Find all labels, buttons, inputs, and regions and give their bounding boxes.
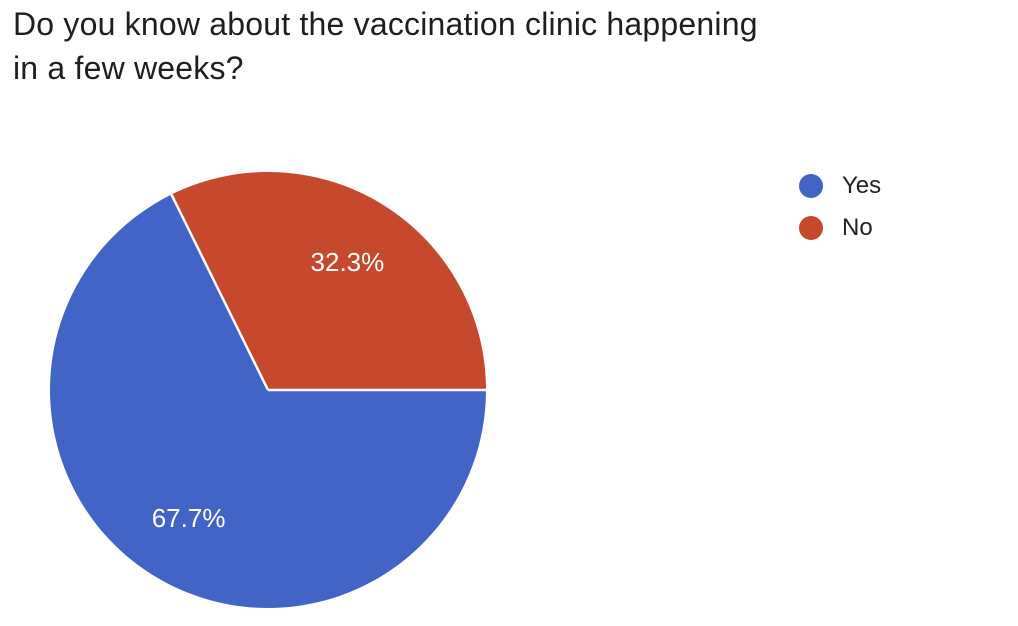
legend-item-no: No xyxy=(799,215,881,240)
slice-label-no: 32.3% xyxy=(311,247,385,277)
pie-slice-no[interactable] xyxy=(171,171,486,390)
chart-title: Do you know about the vaccination clinic… xyxy=(13,2,1013,90)
legend-swatch-no-icon xyxy=(799,215,823,240)
legend-item-yes: Yes xyxy=(799,173,881,198)
legend-label-no: No xyxy=(842,214,873,241)
slice-separator xyxy=(170,193,270,391)
legend-label-yes: Yes xyxy=(842,172,882,199)
chart-title-line1: Do you know about the vaccination clinic… xyxy=(13,6,758,42)
pie-slice-yes[interactable] xyxy=(50,194,487,608)
chart-title-line2: in a few weeks? xyxy=(13,50,244,86)
legend-swatch-yes-icon xyxy=(799,173,823,198)
chart-legend: Yes No xyxy=(799,173,881,257)
slice-label-yes: 67.7% xyxy=(152,503,226,533)
